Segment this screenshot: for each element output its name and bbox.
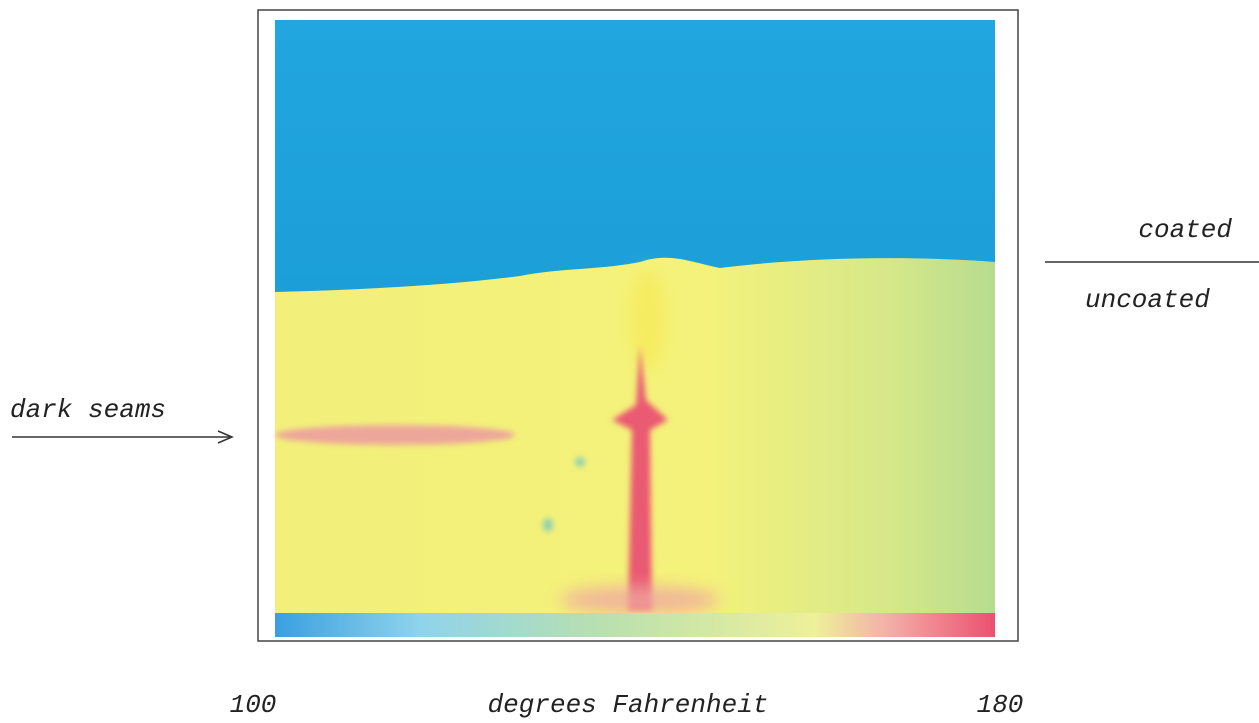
scale-label: degrees Fahrenheit — [488, 690, 769, 720]
spot — [575, 457, 585, 467]
color-bar — [275, 613, 995, 637]
thermal-image — [275, 20, 995, 637]
coated-region — [275, 20, 995, 292]
seam-base — [560, 586, 720, 614]
annotation: dark seams — [10, 395, 166, 425]
seam-horizontal — [275, 425, 515, 445]
scale-min: 100 — [230, 690, 277, 720]
arrow — [12, 430, 234, 444]
seam-vertical — [612, 345, 668, 610]
warm-plume — [630, 270, 666, 370]
annotation: coated — [1138, 215, 1232, 245]
scale-max: 180 — [977, 690, 1024, 720]
spot — [543, 518, 553, 532]
annotation: uncoated — [1085, 285, 1210, 315]
